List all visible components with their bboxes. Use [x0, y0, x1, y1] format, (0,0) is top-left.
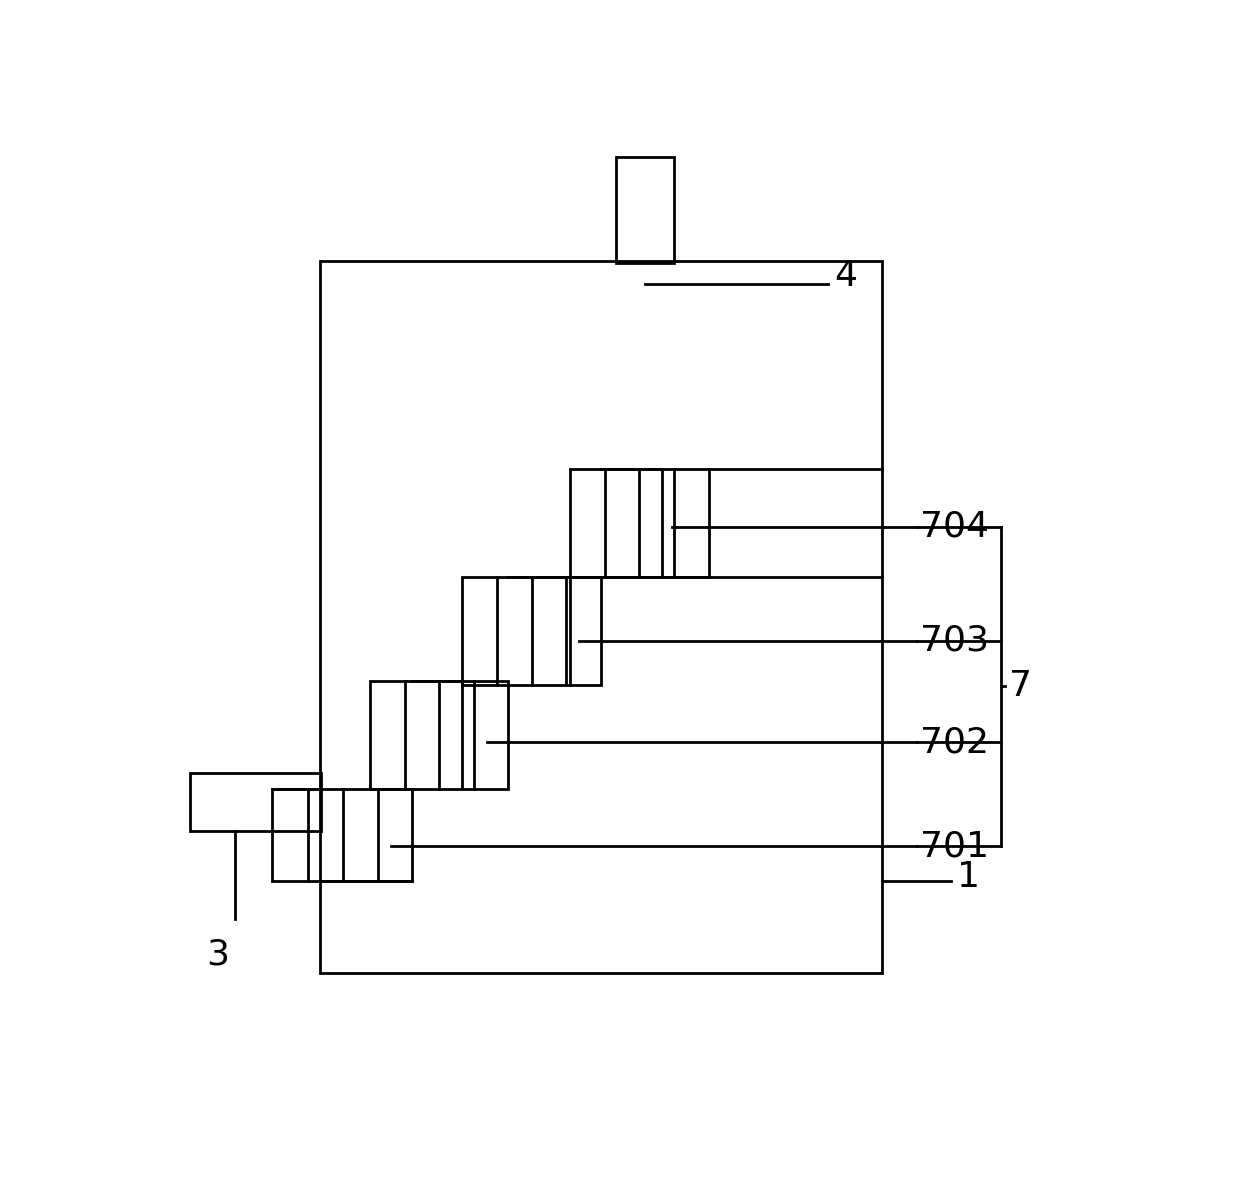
Text: 7: 7	[1009, 670, 1032, 703]
Text: 704: 704	[920, 510, 990, 543]
Text: 703: 703	[920, 624, 990, 658]
Text: 702: 702	[920, 725, 990, 759]
Bar	[191, 774, 321, 831]
Bar	[272, 789, 412, 881]
Text: 701: 701	[920, 829, 990, 863]
Bar	[463, 576, 601, 685]
Bar	[616, 157, 675, 262]
Text: 1: 1	[957, 860, 981, 894]
Text: 3: 3	[207, 937, 229, 971]
Bar	[570, 469, 708, 576]
Bar	[320, 261, 882, 973]
Text: 4: 4	[835, 260, 857, 293]
Bar	[370, 680, 508, 789]
